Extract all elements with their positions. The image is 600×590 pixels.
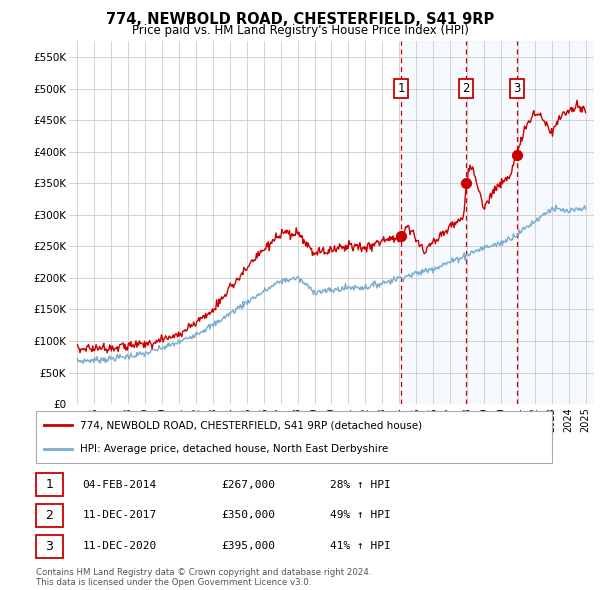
Bar <box>401 41 594 404</box>
Text: 2: 2 <box>463 82 470 95</box>
FancyBboxPatch shape <box>36 535 63 558</box>
Text: £395,000: £395,000 <box>222 541 276 551</box>
Point <box>396 231 406 240</box>
Text: 1: 1 <box>46 478 53 491</box>
Text: Contains HM Land Registry data © Crown copyright and database right 2024.: Contains HM Land Registry data © Crown c… <box>36 568 371 576</box>
Text: 11-DEC-2017: 11-DEC-2017 <box>82 510 157 520</box>
Text: 3: 3 <box>46 540 53 553</box>
Text: 3: 3 <box>513 82 521 95</box>
FancyBboxPatch shape <box>36 411 552 463</box>
Text: 774, NEWBOLD ROAD, CHESTERFIELD, S41 9RP: 774, NEWBOLD ROAD, CHESTERFIELD, S41 9RP <box>106 12 494 27</box>
Text: 49% ↑ HPI: 49% ↑ HPI <box>330 510 391 520</box>
Text: £350,000: £350,000 <box>222 510 276 520</box>
Text: £267,000: £267,000 <box>222 480 276 490</box>
Text: 04-FEB-2014: 04-FEB-2014 <box>82 480 157 490</box>
Point <box>512 150 522 160</box>
Text: HPI: Average price, detached house, North East Derbyshire: HPI: Average price, detached house, Nort… <box>80 444 388 454</box>
FancyBboxPatch shape <box>36 473 63 496</box>
FancyBboxPatch shape <box>36 504 63 527</box>
Text: Price paid vs. HM Land Registry's House Price Index (HPI): Price paid vs. HM Land Registry's House … <box>131 24 469 37</box>
Text: 11-DEC-2020: 11-DEC-2020 <box>82 541 157 551</box>
Point <box>461 179 471 188</box>
Text: 1: 1 <box>397 82 404 95</box>
Text: 774, NEWBOLD ROAD, CHESTERFIELD, S41 9RP (detached house): 774, NEWBOLD ROAD, CHESTERFIELD, S41 9RP… <box>80 420 422 430</box>
Text: This data is licensed under the Open Government Licence v3.0.: This data is licensed under the Open Gov… <box>36 578 311 587</box>
Text: 41% ↑ HPI: 41% ↑ HPI <box>330 541 391 551</box>
Text: 2: 2 <box>46 509 53 522</box>
Text: 28% ↑ HPI: 28% ↑ HPI <box>330 480 391 490</box>
